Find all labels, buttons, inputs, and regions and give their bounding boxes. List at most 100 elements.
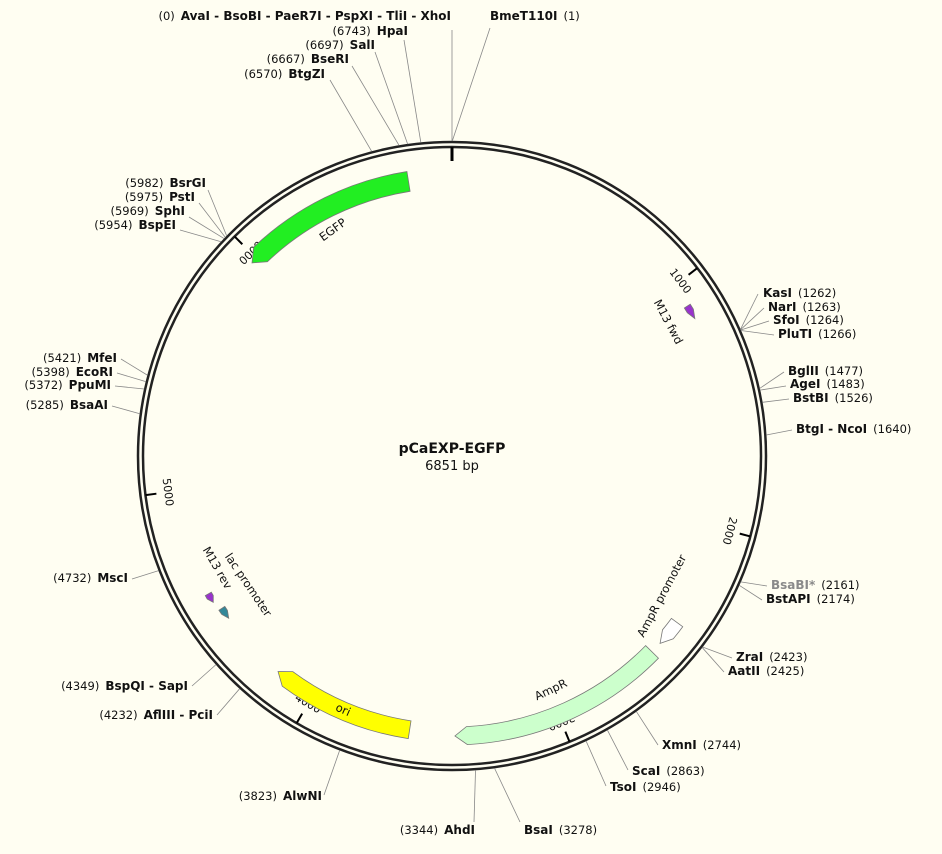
site-label: ZraI (2423) [736,650,807,664]
site-name: BspQI - SapI [105,679,188,693]
feature-arrow [277,671,412,740]
site-connector [759,371,785,389]
site-position: (2425) [766,664,804,678]
scale-tick [564,731,571,743]
site-label: BstAPI (2174) [766,592,855,606]
site-connector [114,385,145,390]
site-name: KasI [763,286,792,300]
site-name: MscI [97,571,128,585]
scale-tick [295,713,304,724]
site-label: BtgI - NcoI (1640) [796,422,911,436]
site-position: (5372) [24,378,62,392]
site-label: (6743) HpaI [333,24,408,38]
site-name: ZraI [736,650,763,664]
site-connector [762,398,790,403]
scale-tick [739,532,751,538]
site-position: (1) [564,9,580,23]
site-position: (2946) [642,780,680,794]
site-label: (6570) BtgZI [244,67,325,81]
site-label: BstBI (1526) [793,391,873,405]
site-position: (5954) [94,218,132,232]
site-connector [191,664,217,687]
site-name: AflIII - PciI [144,708,213,722]
site-position: (5398) [31,365,69,379]
site-connector [120,358,148,376]
site-connector [207,189,228,237]
site-connector [179,229,222,243]
site-position: (5285) [26,398,64,412]
site-connector [451,27,491,142]
site-connector [131,570,159,580]
site-position: (3344) [400,823,438,837]
site-position: (1263) [803,300,841,314]
site-label: BmeT110I (1) [490,9,580,23]
feature-label: ori [334,700,353,719]
site-connector [329,79,373,152]
scale-tick [687,267,698,276]
site-label: (5285) BsaAI [26,398,108,412]
site-connector [759,385,787,391]
site-name: BsrGI [169,176,206,190]
site-position: (3278) [559,823,597,837]
site-connector [766,429,793,436]
site-position: (6743) [333,24,371,38]
site-name: EcoRI [76,365,113,379]
site-label: (5372) PpuMI [24,378,111,392]
site-position: (5982) [125,176,163,190]
site-name: SfoI [773,313,800,327]
site-position: (6570) [244,67,282,81]
site-label: (5421) MfeI [43,351,117,365]
site-position: (6667) [267,52,305,66]
site-position: (6697) [305,38,343,52]
site-connector [323,750,341,796]
backbone-outer [136,140,768,772]
feature-arrow [251,171,411,264]
scale-tick [145,492,157,497]
site-name: MfeI [87,351,117,365]
site-position: (2423) [769,650,807,664]
site-name: BsaAI [70,398,108,412]
feature-arrow [204,591,214,603]
site-connector [473,770,476,823]
site-name: PluTI [778,327,812,341]
site-name: SphI [155,204,185,218]
site-connector [351,65,400,146]
site-position: (4232) [99,708,137,722]
site-connector [740,320,770,331]
site-label: AgeI (1483) [790,377,865,391]
site-connector [701,647,725,673]
site-name: AlwNI [283,789,322,803]
site-name: AgeI [790,377,820,391]
site-name: ScaI [632,764,660,778]
site-name: TsoI [610,780,636,794]
site-connector [116,372,147,383]
site-position: (1477) [825,364,863,378]
site-connector [702,646,733,659]
site-name: PstI [169,190,195,204]
feature-arrow [454,645,660,745]
plasmid-name: pCaEXP-EGFP [399,441,506,457]
site-name: BstAPI [766,592,811,606]
site-label: ScaI (2863) [632,764,705,778]
site-connector [111,405,140,415]
site-name: BsaBI* [771,578,816,592]
site-position: (5421) [43,351,81,365]
site-label: (5969) SphI [111,204,186,218]
site-position: (4349) [61,679,99,693]
site-connector [188,216,225,239]
site-position: (1264) [806,313,844,327]
site-name: BsaI [524,823,553,837]
site-name: BtgZI [288,67,325,81]
site-label: SfoI (1264) [773,313,844,327]
site-position: (1526) [835,391,873,405]
site-label: (4232) AflIII - PciI [99,708,213,722]
site-position: (5969) [111,204,149,218]
site-label: (5954) BspEI [94,218,176,232]
site-name: BseRI [311,52,349,66]
site-label: (5975) PstI [125,190,195,204]
feature-arrow [218,605,230,619]
site-position: (1266) [818,327,856,341]
site-label: TsoI (2946) [610,780,681,794]
site-label: BsaI (3278) [524,823,597,837]
